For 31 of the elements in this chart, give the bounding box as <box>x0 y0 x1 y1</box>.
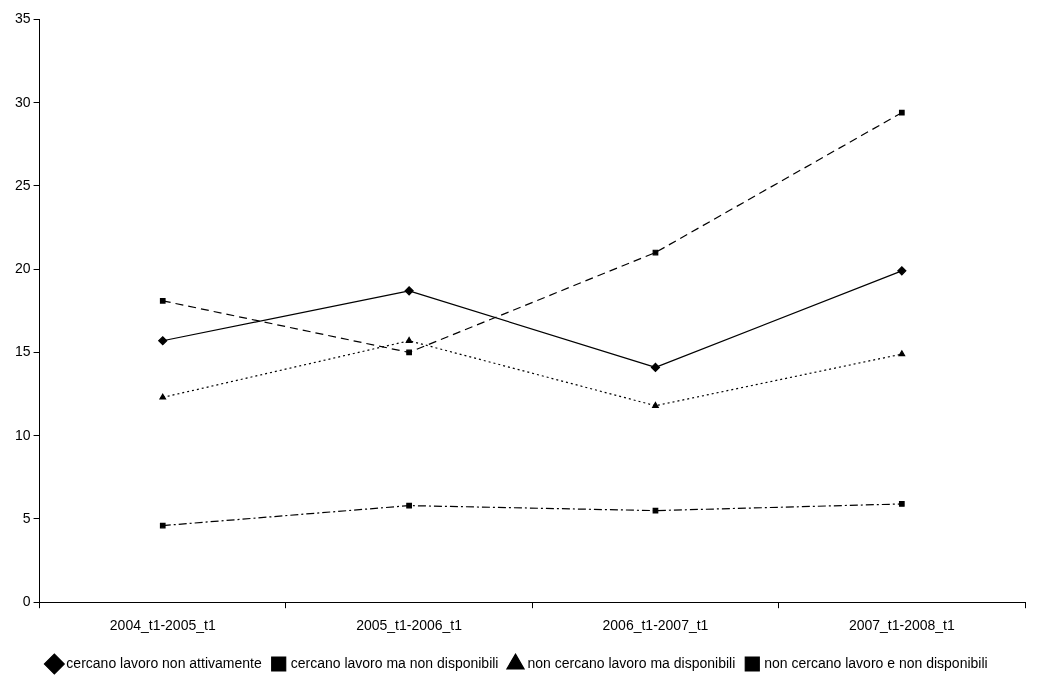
y-tick-label: 0 <box>22 593 31 610</box>
point <box>652 401 659 408</box>
y-tick-label: 20 <box>14 260 31 277</box>
point <box>159 522 166 529</box>
point <box>652 507 659 514</box>
legend-label: cercano lavoro non attivamente <box>66 654 262 671</box>
x-tick-label: 2005_t1-2006_t1 <box>356 617 463 634</box>
x-tick-label: 2004_t1-2005_t1 <box>109 617 216 634</box>
legend-label: non cercano lavoro ma disponibili <box>527 654 736 671</box>
legend-label: cercano lavoro ma non disponibili <box>290 654 499 671</box>
x-tick-label: 2007_t1-2008_t1 <box>848 617 955 634</box>
y-tick-label: 30 <box>14 93 31 110</box>
point <box>158 336 168 346</box>
x-tick-label: 2006_t1-2007_t1 <box>602 617 709 634</box>
legend-label: non cercano lavoro e non disponibili <box>764 654 988 671</box>
point <box>159 297 166 304</box>
y-tick-label: 15 <box>14 343 31 360</box>
y-tick-label: 35 <box>14 10 31 27</box>
point <box>650 362 661 373</box>
point <box>406 349 412 356</box>
point <box>898 350 906 357</box>
point <box>898 501 905 507</box>
point <box>405 336 413 343</box>
y-tick-label: 25 <box>14 176 31 193</box>
y-tick-label: 5 <box>22 509 31 526</box>
point <box>898 109 905 116</box>
point <box>406 502 412 509</box>
point <box>159 393 167 400</box>
point <box>897 266 907 276</box>
y-tick-label: 10 <box>14 426 31 443</box>
point <box>404 286 414 296</box>
